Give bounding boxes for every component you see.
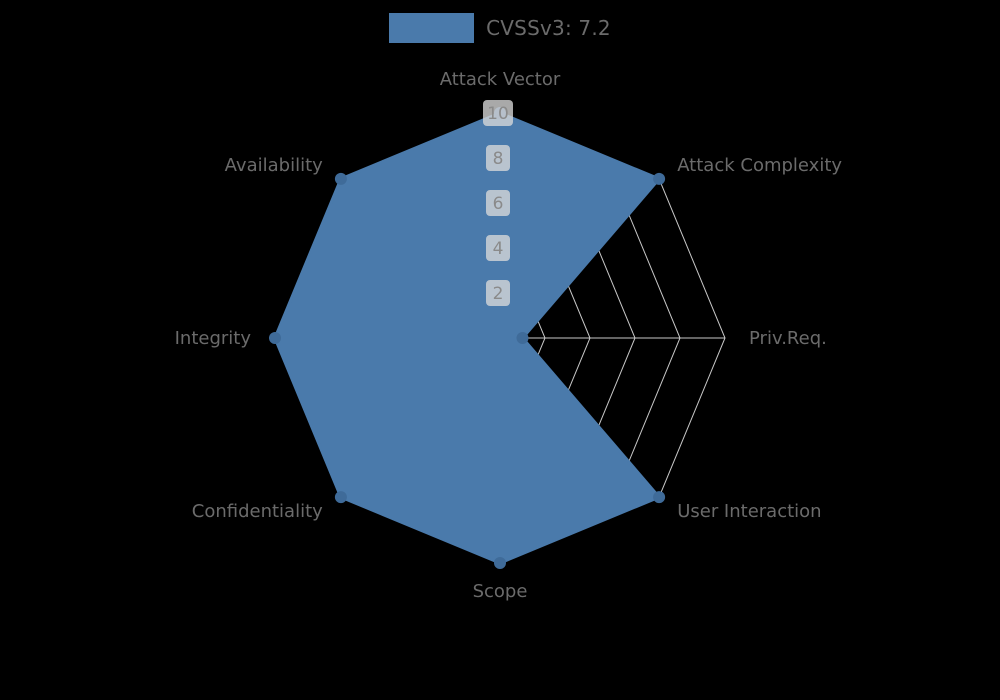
axis-label: Scope — [473, 581, 528, 602]
tick-bg — [486, 145, 510, 171]
vertex-dot — [653, 491, 666, 504]
tick-bg — [486, 280, 510, 306]
vertex-dot — [334, 172, 347, 185]
tick-label: 6 — [493, 194, 504, 214]
tick-label: 2 — [493, 284, 504, 304]
axis-label: Confidentiality — [192, 501, 323, 522]
axis-label: Availability — [225, 155, 323, 176]
axis-label: Priv.Req. — [749, 328, 827, 349]
tick-bg — [486, 235, 510, 261]
tick-label: 8 — [493, 149, 504, 169]
axis-label: Attack Complexity — [677, 155, 842, 176]
vertex-dot — [269, 332, 281, 344]
axis-label: Integrity — [175, 328, 252, 349]
vertex-dot — [494, 557, 506, 569]
tick-label: 4 — [493, 239, 504, 259]
tick-label: 10 — [487, 104, 509, 124]
vertex-dot — [516, 332, 529, 344]
tick-bg — [483, 100, 513, 126]
vertex-dot — [653, 172, 666, 185]
axis-label: Attack Vector — [440, 69, 561, 90]
vertex-dot — [334, 491, 347, 504]
axis-label: User Interaction — [677, 501, 821, 522]
tick-bg — [486, 190, 510, 216]
